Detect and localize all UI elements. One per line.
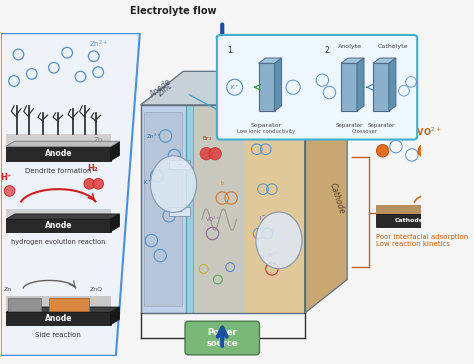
Text: Zn: Zn [94,138,103,143]
Text: Zn$^{2+}$: Zn$^{2+}$ [146,131,161,141]
Text: Catholyte: Catholyte [377,44,408,49]
Circle shape [93,178,103,189]
Bar [144,112,182,306]
Polygon shape [6,219,110,232]
Text: Br$^-$: Br$^-$ [266,252,278,260]
Polygon shape [6,312,110,325]
Polygon shape [389,58,396,111]
Text: Poor interfacial adsorption
Low reaction kinetics: Poor interfacial adsorption Low reaction… [376,234,469,247]
Text: –: – [178,160,182,169]
Text: K$^+$: K$^+$ [230,83,239,92]
Polygon shape [274,58,282,111]
Text: 1.: 1. [228,46,235,55]
Polygon shape [141,96,198,105]
Bar [8,298,41,310]
Polygon shape [0,33,140,356]
Text: I$^-$: I$^-$ [256,130,263,138]
Text: Low ionic conductivity: Low ionic conductivity [237,129,296,134]
Bar [6,209,110,219]
Polygon shape [305,71,347,313]
Text: H₂: H₂ [88,165,98,173]
Polygon shape [259,58,282,63]
Polygon shape [186,99,201,105]
Bar [376,205,443,214]
Text: Anolyte: Anolyte [338,44,362,49]
Bar [169,207,191,216]
Polygon shape [110,307,119,325]
Polygon shape [141,105,186,313]
FancyBboxPatch shape [185,321,259,355]
Circle shape [84,178,95,189]
Polygon shape [259,63,274,111]
Ellipse shape [256,212,302,269]
Text: Br$_2$: Br$_2$ [202,134,212,143]
Bar [193,105,245,313]
Polygon shape [376,210,450,214]
Text: Side reaction: Side reaction [36,332,81,338]
Text: Separator: Separator [335,123,363,128]
Polygon shape [141,71,347,105]
Bar [186,105,193,313]
Bar [169,160,191,169]
Text: Power
source: Power source [206,328,238,348]
Text: Anode: Anode [148,77,173,99]
Bar [6,296,110,312]
Polygon shape [357,58,364,111]
Polygon shape [245,93,320,105]
Text: Separator: Separator [251,123,282,128]
Circle shape [418,145,430,157]
Circle shape [4,186,15,196]
Polygon shape [373,63,389,111]
Circle shape [200,147,212,160]
Polygon shape [193,94,259,105]
Text: Dendrite formation: Dendrite formation [25,168,91,174]
Text: VO$^{2+}$: VO$^{2+}$ [205,215,221,224]
Polygon shape [341,58,364,63]
Polygon shape [110,214,119,232]
Text: Anode: Anode [45,314,72,323]
Text: hydrogen evolution reaction: hydrogen evolution reaction [11,239,106,245]
Bar [6,134,110,147]
Text: 2.: 2. [324,46,331,55]
Polygon shape [373,58,396,63]
Text: Electrolyte flow: Electrolyte flow [130,6,217,16]
Text: Cathode: Cathode [328,182,346,215]
Bar [245,105,305,313]
Text: Zinc: Zinc [156,81,174,98]
Text: K$^+$: K$^+$ [143,178,153,187]
Text: Zn: Zn [4,287,12,292]
Text: Anode: Anode [45,149,72,158]
Polygon shape [6,307,119,312]
Text: ZnO: ZnO [89,287,102,292]
Polygon shape [443,210,450,227]
Ellipse shape [150,156,197,213]
Text: Crossover: Crossover [352,129,378,134]
Text: –: – [178,207,182,216]
Polygon shape [6,147,110,161]
Text: Cathode: Cathode [395,218,424,223]
Text: Zn$^{2+}$: Zn$^{2+}$ [89,39,109,50]
Text: Anode: Anode [45,221,72,230]
Circle shape [209,147,221,160]
Text: I$^-$: I$^-$ [259,214,266,222]
Text: I$^-$, Br$^-$, VO$^{2+}$: I$^-$, Br$^-$, VO$^{2+}$ [376,126,442,139]
Polygon shape [6,141,119,147]
Text: Separator: Separator [367,123,394,128]
Polygon shape [6,141,119,147]
Polygon shape [110,141,119,161]
Polygon shape [6,214,119,219]
Bar [49,298,89,310]
Text: H⁺: H⁺ [0,173,12,182]
Polygon shape [376,214,443,227]
Text: I$_2$: I$_2$ [219,179,225,187]
Circle shape [376,145,389,157]
FancyBboxPatch shape [217,35,417,139]
Polygon shape [341,63,357,111]
